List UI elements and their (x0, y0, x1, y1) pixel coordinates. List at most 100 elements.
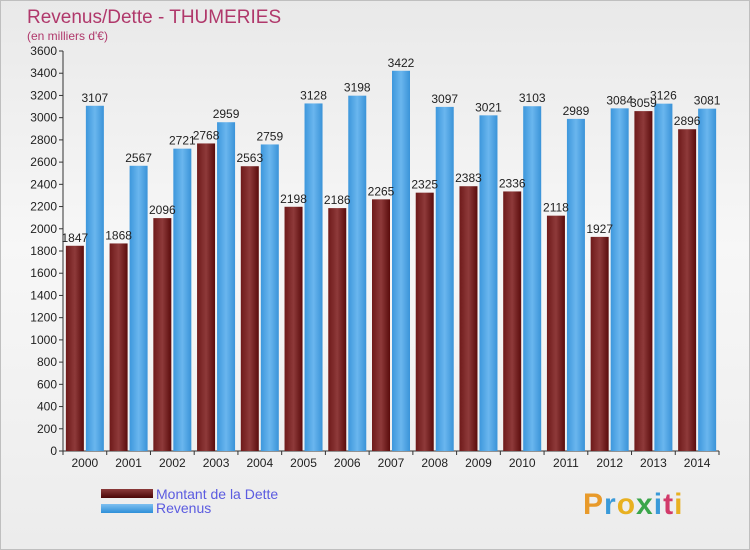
data-label-debt: 2186 (324, 193, 351, 207)
y-tick-label: 0 (50, 444, 57, 458)
y-tick-label: 1200 (30, 311, 57, 325)
data-label-revenue: 3198 (344, 81, 371, 95)
data-label-debt: 1868 (105, 228, 132, 242)
bar-debt (372, 199, 390, 451)
data-label-revenue: 2759 (256, 129, 283, 143)
x-tick-label: 2009 (465, 456, 492, 470)
data-label-revenue: 3097 (431, 92, 458, 106)
data-label-revenue: 3103 (519, 91, 546, 105)
data-label-debt: 2563 (236, 151, 263, 165)
x-tick-label: 2006 (334, 456, 361, 470)
y-tick-label: 600 (37, 377, 57, 391)
y-tick-label: 800 (37, 355, 57, 369)
data-label-debt: 1847 (62, 231, 89, 245)
y-tick-label: 1400 (30, 288, 57, 302)
x-tick-label: 2002 (159, 456, 186, 470)
x-tick-label: 2004 (246, 456, 273, 470)
x-tick-label: 2000 (72, 456, 99, 470)
bar-revenue (85, 105, 104, 452)
data-label-revenue: 3422 (388, 56, 415, 70)
bar-revenue (348, 95, 367, 452)
bar-revenue (566, 118, 585, 451)
data-label-revenue: 2567 (125, 151, 152, 165)
bars (65, 70, 717, 452)
legend-swatch-revenue (101, 504, 153, 513)
data-label-revenue: 3128 (300, 88, 327, 102)
chart-subtitle: (en milliers d'€) (27, 29, 108, 43)
bar-debt (153, 218, 172, 451)
bar-revenue (523, 106, 542, 451)
bar-debt (590, 236, 609, 451)
chart-title: Revenus/Dette - THUMERIES (27, 7, 282, 28)
y-tick-label: 200 (37, 422, 57, 436)
logo-letter: i (674, 488, 684, 521)
data-label-revenue: 3021 (475, 100, 502, 114)
y-tick-label: 2800 (30, 133, 57, 147)
legend-label-revenue: Revenus (156, 500, 212, 516)
data-label-debt: 2768 (193, 128, 220, 142)
proxiti-logo: Proxiti (583, 488, 683, 522)
bar-debt (328, 208, 347, 451)
bar-debt (503, 191, 522, 451)
legend-label-debt: Montant de la Dette (156, 486, 279, 502)
bar-revenue (479, 115, 498, 451)
data-label-revenue: 3126 (650, 89, 677, 103)
bar-debt (284, 206, 303, 451)
y-tick-label: 2200 (30, 200, 57, 214)
y-tick-label: 2000 (30, 222, 57, 236)
bar-debt (415, 192, 434, 451)
y-tick-label: 2400 (30, 177, 57, 191)
y-tick-label: 3400 (30, 66, 57, 80)
bar-revenue (260, 144, 279, 451)
x-tick-label: 2007 (378, 456, 405, 470)
y-tick-label: 1800 (30, 244, 57, 258)
bar-debt (459, 186, 478, 451)
y-tick-label: 1600 (30, 266, 57, 280)
data-label-debt: 2198 (280, 192, 307, 206)
data-label-revenue: 2989 (563, 104, 590, 118)
bar-debt (109, 243, 128, 451)
data-label-revenue: 2959 (213, 107, 240, 121)
bar-revenue (173, 148, 192, 451)
bar-revenue (698, 108, 717, 452)
bar-debt (546, 215, 565, 451)
x-tick-label: 2005 (290, 456, 317, 470)
x-tick-label: 2010 (509, 456, 536, 470)
data-label-revenue: 2721 (169, 134, 196, 148)
data-label-revenue: 3081 (694, 94, 721, 108)
data-label-debt: 3059 (630, 96, 657, 110)
x-tick-label: 2008 (421, 456, 448, 470)
logo-letter: i (653, 488, 664, 521)
x-tick-label: 2012 (596, 456, 623, 470)
bar-revenue (610, 108, 629, 451)
logo-letter: t (663, 488, 675, 521)
legend-swatch-debt (101, 489, 153, 498)
data-label-debt: 2096 (149, 203, 176, 217)
y-tick-label: 3000 (30, 111, 57, 125)
data-label-debt: 2118 (543, 201, 569, 215)
y-tick-label: 3200 (30, 88, 57, 102)
bar-revenue (392, 70, 410, 452)
data-label-debt: 2896 (674, 114, 701, 128)
x-tick-label: 2013 (640, 456, 667, 470)
x-tick-label: 2011 (553, 456, 579, 470)
x-tick-label: 2003 (203, 456, 230, 470)
y-tick-label: 3600 (30, 44, 57, 58)
data-label-revenue: 3107 (82, 91, 109, 105)
y-tick-label: 400 (37, 400, 57, 414)
y-tick-label: 2600 (30, 155, 57, 169)
data-label-debt: 1927 (586, 222, 613, 236)
logo-letter: P (583, 488, 605, 521)
x-tick-label: 2001 (115, 456, 142, 470)
bar-debt (240, 166, 259, 451)
bar-revenue (435, 106, 454, 451)
data-label-debt: 2265 (368, 184, 395, 198)
data-label-debt: 2325 (411, 178, 438, 192)
logo-letter: o (616, 488, 637, 521)
bar-revenue (304, 103, 323, 451)
bar-revenue (217, 122, 236, 451)
logo-letter: r (604, 488, 617, 521)
bar-debt (197, 143, 216, 451)
